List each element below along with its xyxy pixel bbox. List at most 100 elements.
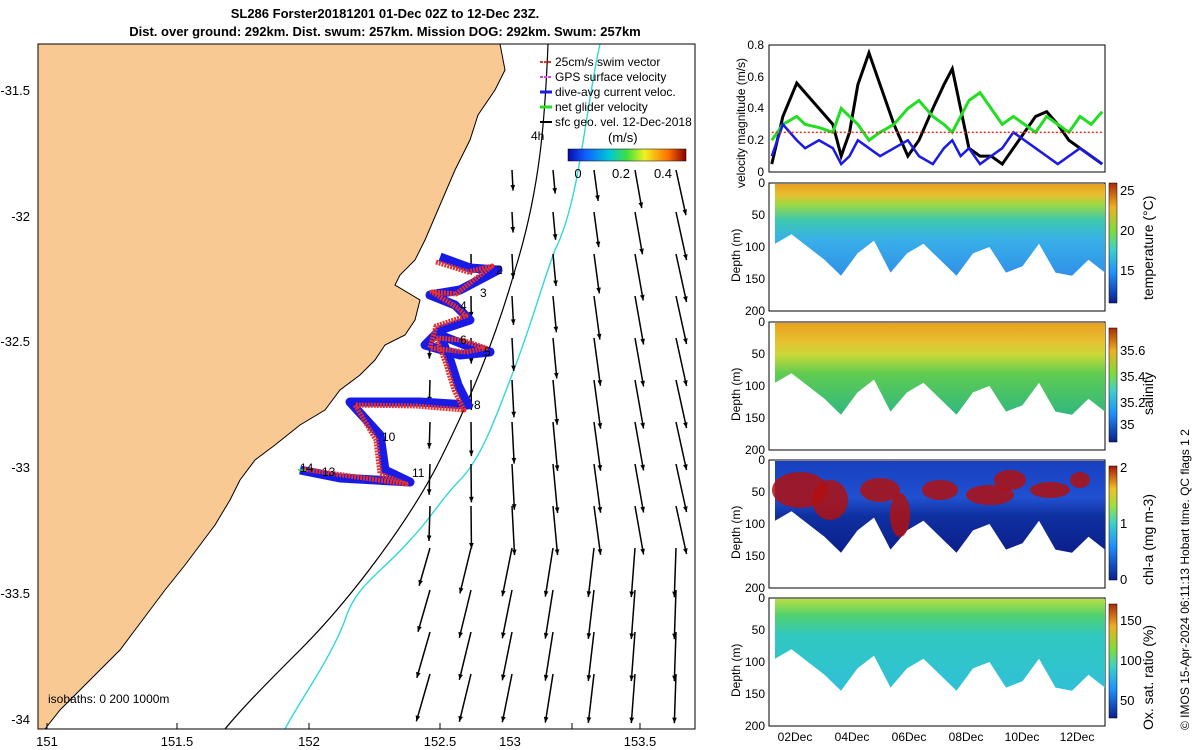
chla-cbar-label: chl-a (mg m-3) bbox=[1140, 493, 1156, 585]
velocity-arrow bbox=[593, 421, 602, 471]
isobath-label: isobaths: 0 200 1000m bbox=[48, 692, 169, 706]
velocity-arrowhead bbox=[511, 365, 516, 372]
depth-ylabel: Depth (m) bbox=[729, 643, 743, 697]
land bbox=[38, 44, 506, 729]
velocity-arrow bbox=[630, 673, 636, 724]
chart-title-line1: SL286 Forster20181201 01-Dec 02Z to 12-D… bbox=[230, 6, 540, 21]
y-tick: 0.2 bbox=[747, 133, 764, 147]
depth-tick: 100 bbox=[745, 517, 765, 531]
depth-tick: 200 bbox=[745, 581, 765, 595]
velocity-arrowhead bbox=[543, 632, 549, 639]
chla-bloom-patch bbox=[966, 485, 1014, 505]
velocity-arrow bbox=[593, 505, 602, 555]
velocity-arrow bbox=[544, 673, 554, 723]
oxygen-section bbox=[768, 597, 1118, 727]
velocity-arrowhead bbox=[586, 591, 592, 597]
velocity-arrow bbox=[593, 337, 602, 386]
velocity-arrowhead bbox=[469, 496, 474, 503]
x-tick: 10Dec bbox=[1005, 730, 1040, 744]
velocity-arrow bbox=[544, 589, 554, 639]
velocity-arrowhead bbox=[458, 673, 463, 680]
velocity-arrowhead bbox=[595, 241, 601, 248]
velocity-arrow bbox=[634, 295, 645, 345]
velocity-arrowhead bbox=[427, 352, 432, 359]
velocity-arrow bbox=[501, 631, 513, 681]
velocity-arrowhead bbox=[554, 418, 559, 425]
map-y-tick: -32 bbox=[11, 209, 30, 224]
velocity-arrow bbox=[544, 547, 554, 597]
velocity-arrowhead bbox=[511, 457, 517, 464]
velocity-arrowhead bbox=[510, 184, 516, 191]
depth-tick: 150 bbox=[745, 272, 765, 286]
velocity-arrowhead bbox=[468, 450, 474, 457]
velocity-arrow bbox=[675, 211, 688, 261]
waypoint-label: 10 bbox=[382, 430, 396, 444]
isobath-200m bbox=[224, 44, 549, 729]
velocity-arrow bbox=[630, 631, 636, 682]
velocity-arrowhead bbox=[510, 272, 516, 279]
velocity-arrow bbox=[511, 463, 516, 510]
legend-label: 25cm/s swim vector bbox=[555, 55, 660, 69]
map-x-tick: 151.5 bbox=[161, 734, 194, 749]
velocity-arrowhead bbox=[543, 716, 549, 723]
speed-colorbar bbox=[567, 148, 687, 162]
velocity-arrowhead bbox=[683, 464, 688, 471]
depth-ylabel: Depth (m) bbox=[729, 228, 743, 282]
velocity-arrowhead bbox=[553, 372, 559, 379]
waypoint-label: 13 bbox=[322, 465, 336, 479]
velocity-arrow bbox=[544, 631, 554, 681]
velocity-arrow bbox=[501, 547, 513, 597]
velocity-arrow bbox=[416, 631, 431, 679]
velocity-arrowhead bbox=[683, 296, 688, 303]
velocity-arrow bbox=[552, 463, 559, 514]
cbar-tick: 100 bbox=[1120, 653, 1142, 668]
velocity-arrowhead bbox=[640, 380, 645, 387]
velocity-arrowhead bbox=[597, 464, 603, 471]
legend-label: dive-avg current veloc. bbox=[555, 85, 676, 99]
waypoint-label: 8 bbox=[474, 398, 481, 412]
cbar-tick: 150 bbox=[1120, 613, 1142, 628]
colorbar-unit: (m/s) bbox=[608, 130, 638, 145]
waypoint-label: 2 bbox=[496, 263, 503, 277]
velocity-ylabel: velocity magnitude (m/s) bbox=[734, 57, 748, 188]
velocity-arrow bbox=[673, 631, 677, 682]
cbar-tick: 25 bbox=[1120, 183, 1134, 198]
velocity-arrowhead bbox=[640, 548, 645, 555]
x-tick: 06Dec bbox=[892, 730, 927, 744]
depth-tick: 150 bbox=[745, 687, 765, 701]
velocity-arrowhead bbox=[683, 380, 688, 387]
map-y-tick: -34 bbox=[11, 712, 30, 727]
x-tick: 02Dec bbox=[778, 730, 813, 744]
velocity-arrow bbox=[634, 211, 644, 255]
y-tick: 0.4 bbox=[747, 101, 764, 115]
y-tick: 0 bbox=[757, 165, 764, 179]
velocity-arrow bbox=[459, 547, 472, 594]
velocity-arrow bbox=[634, 421, 645, 471]
velocity-arrowhead bbox=[510, 319, 516, 325]
velocity-arrow bbox=[634, 505, 645, 555]
legend-label: GPS surface velocity bbox=[555, 70, 666, 84]
temperature-cbar-label: temperature (°C) bbox=[1140, 195, 1156, 300]
velocity-arrowhead bbox=[415, 715, 421, 722]
velocity-arrow bbox=[675, 253, 688, 303]
velocity-arrow bbox=[675, 295, 688, 345]
velocity-arrowhead bbox=[683, 254, 688, 261]
chla-colorbar bbox=[1108, 465, 1118, 581]
velocity-arrowhead bbox=[586, 717, 592, 723]
cbar-tick: 35.6 bbox=[1120, 343, 1145, 358]
legend-label: sfc geo. vel. 12-Dec-2018 bbox=[555, 115, 692, 129]
cbar-tick: 35 bbox=[1120, 417, 1134, 432]
velocity-arrowhead bbox=[683, 548, 688, 555]
depth-tick: 50 bbox=[752, 347, 766, 361]
velocity-arrow bbox=[587, 589, 595, 639]
velocity-arrowhead bbox=[586, 675, 592, 681]
cbar-tick: 15 bbox=[1120, 263, 1134, 278]
velocity-arrowhead bbox=[501, 716, 506, 723]
velocity-arrowhead bbox=[501, 590, 506, 597]
velocity-arrowhead bbox=[543, 590, 549, 597]
map-x-tick: 152 bbox=[298, 734, 320, 749]
temperature-colorbar bbox=[1108, 182, 1118, 304]
cbar-tick: 35.4 bbox=[1120, 369, 1145, 384]
x-tick: 08Dec bbox=[949, 730, 984, 744]
salinity-cbar-label: salinity bbox=[1140, 372, 1156, 415]
